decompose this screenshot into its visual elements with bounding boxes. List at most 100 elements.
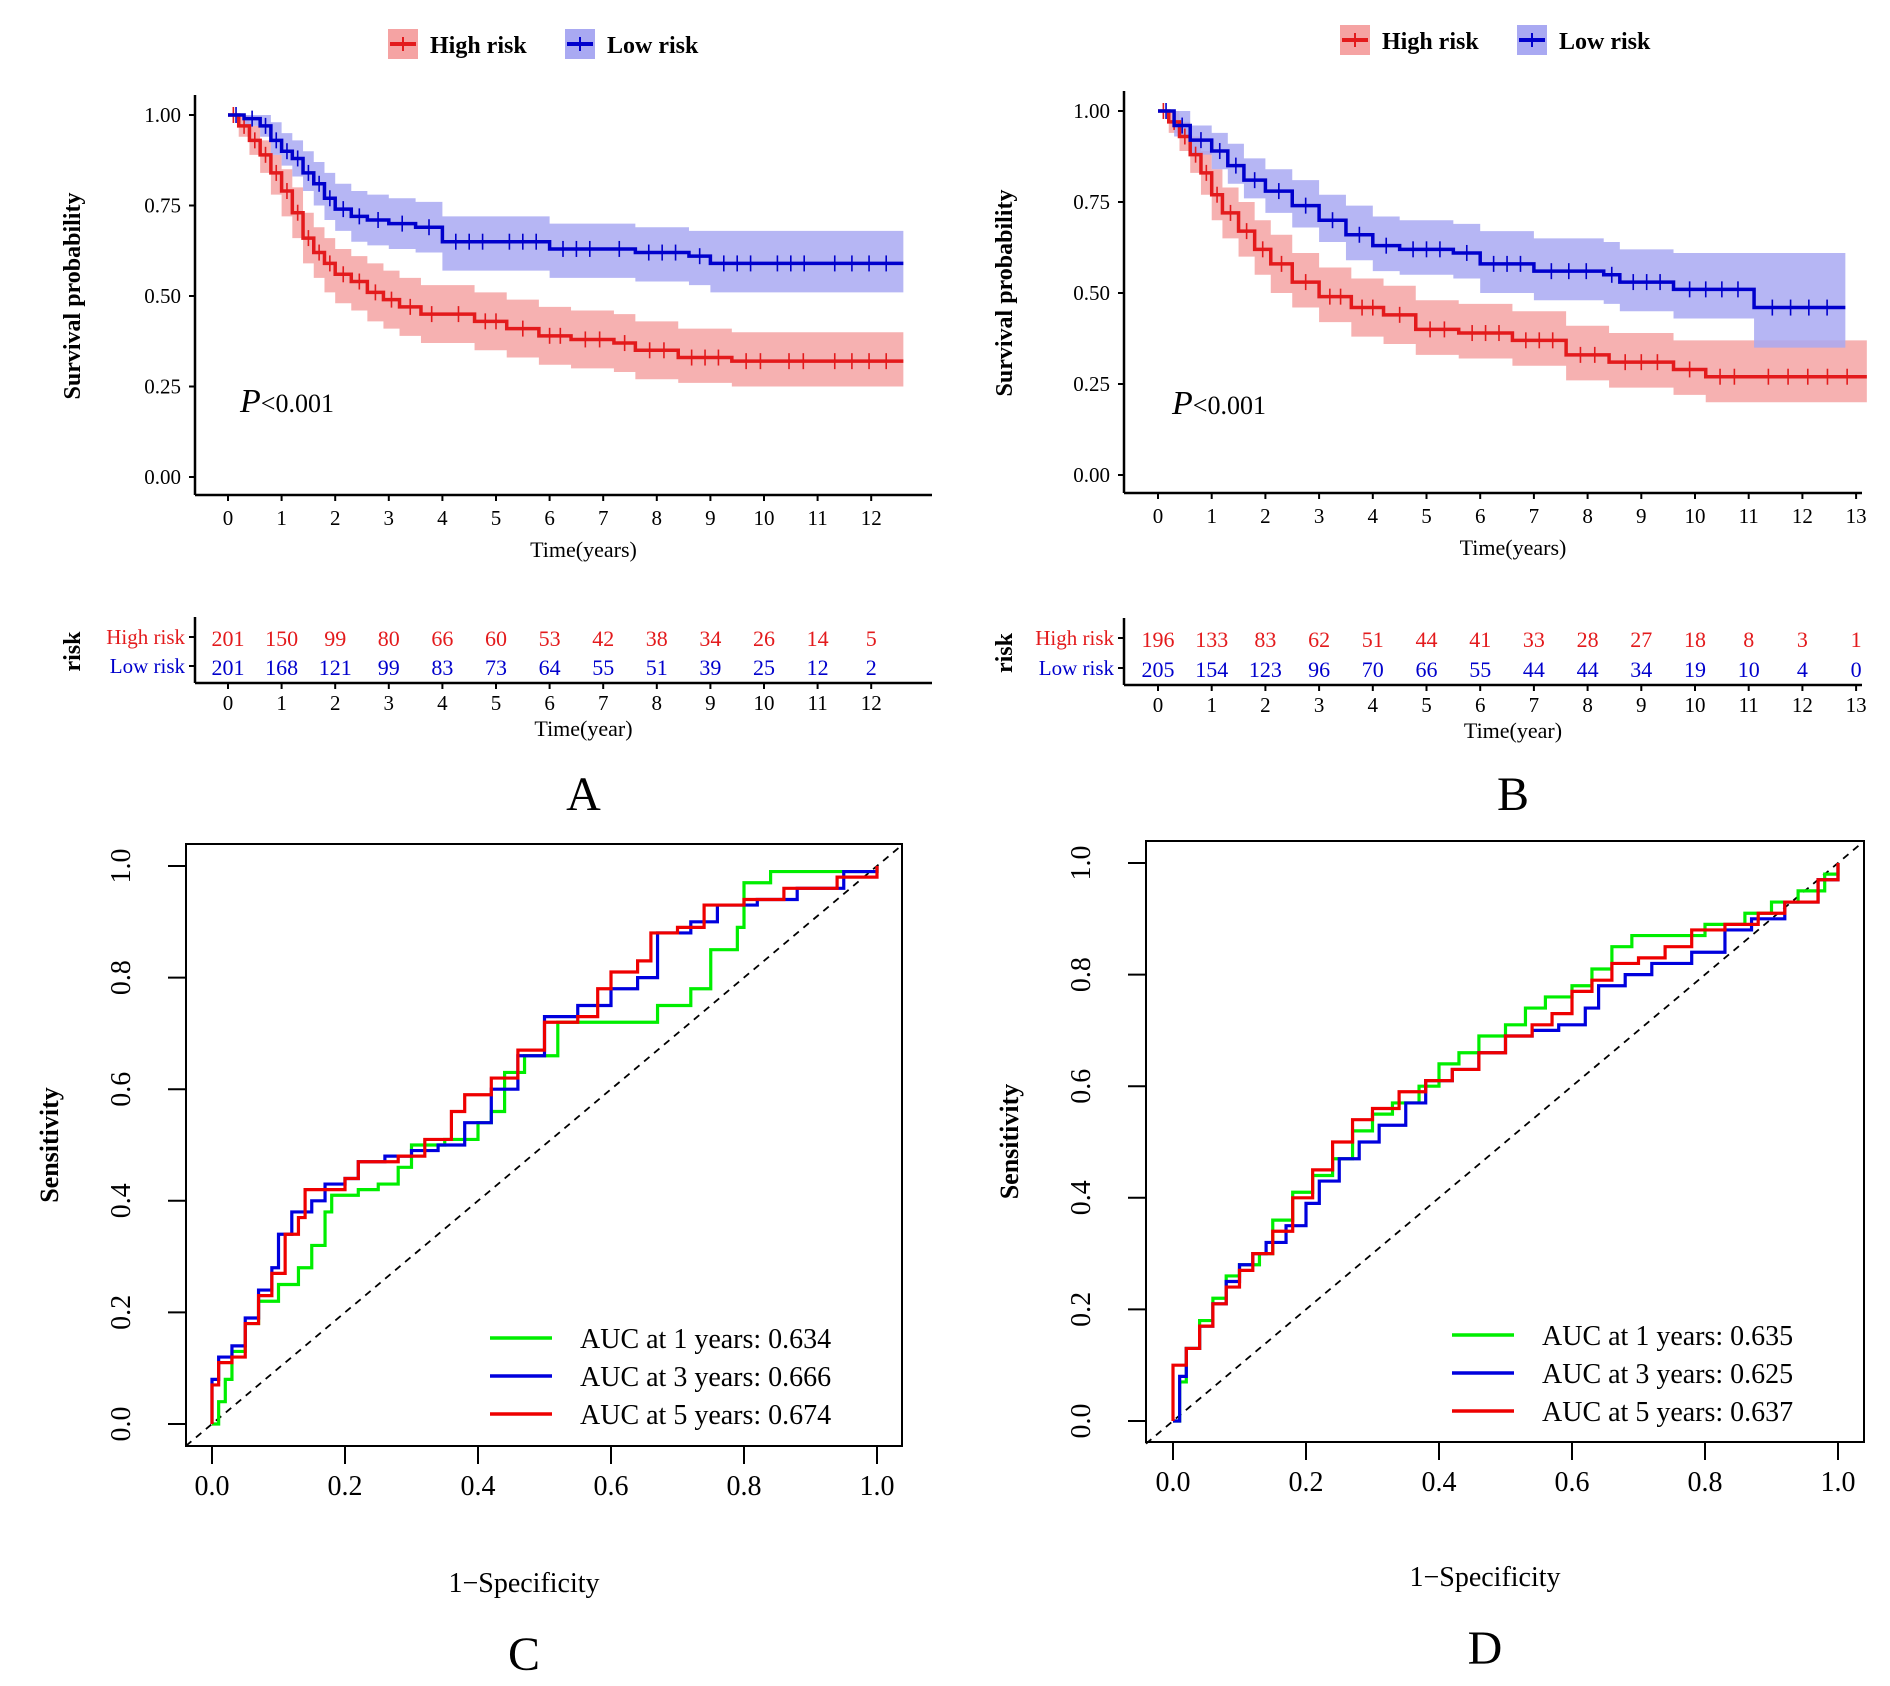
risk-count: 26 [753,626,775,651]
risk-x-tick-label: 7 [598,691,609,715]
legend-label: Low risk [607,33,699,59]
y-tick-label: 0.75 [144,194,181,218]
risk-x-tick-label: 4 [437,691,448,715]
reference-diagonal [185,844,903,1447]
legend-item: AUC at 3 years: 0.625 [1452,1359,1793,1390]
x-tick-label: 1.0 [1821,1467,1856,1498]
p-value: <0.001 [1193,391,1266,420]
x-tick-label: 3 [384,506,395,530]
risk-table: risk High risk 196 133 83 62 51 44 41 33 28 27 18 8 3 1… [992,618,1867,743]
risk-count: 73 [485,655,507,680]
p-value-annotation: P<0.001 [239,383,334,420]
legend-label: Low risk [1559,29,1651,55]
risk-x-tick-label: 4 [1368,693,1379,717]
risk-count: 1 [1851,627,1862,652]
y-tick-label: 0.25 [1073,372,1110,396]
risk-x-tick-label: 9 [705,691,716,715]
x-axis-label: Time(years) [530,537,637,562]
risk-count: 154 [1195,657,1228,682]
risk-count: 99 [378,655,400,680]
legend-item: AUC at 1 years: 0.635 [1452,1321,1793,1352]
risk-x-tick-label: 3 [1314,693,1325,717]
legend-label: AUC at 3 years: 0.666 [580,1362,831,1393]
risk-count: 34 [699,626,721,651]
x-tick-label: 2 [330,506,341,530]
risk-count: 39 [699,655,721,680]
risk-count: 123 [1249,657,1282,682]
y-tick-label: 0.50 [144,284,181,308]
risk-x-tick-label: 12 [1792,693,1813,717]
x-tick-label: 7 [1529,504,1540,528]
x-tick-label: 4 [437,506,448,530]
risk-count: 10 [1738,657,1760,682]
risk-x-tick-label: 5 [491,691,502,715]
risk-row-label: Low risk [1039,656,1115,680]
y-tick-label: 0.0 [1066,1404,1097,1439]
risk-count: 201 [212,655,245,680]
x-tick-label: 8 [1582,504,1593,528]
x-tick-label: 0.4 [461,1471,496,1502]
y-tick-label: 0.8 [1066,957,1097,992]
legend: AUC at 1 years: 0.634 AUC at 3 years: 0.6… [490,1324,831,1431]
y-tick-label: 0.4 [106,1183,137,1218]
risk-count: 121 [319,655,352,680]
x-tick-label: 0.4 [1422,1467,1457,1498]
risk-row-label: High risk [106,625,185,649]
risk-count: 70 [1362,657,1384,682]
y-tick-label: 0.8 [106,960,137,995]
confidence-band-high-risk [1158,111,1867,403]
roc-panel-d: 0.0 0.2 0.4 0.6 0.8 1.0 0.0 0.2 0.4 0.6 0.8 1.0 1−Sp… [995,840,1865,1675]
risk-count: 44 [1523,657,1545,682]
y-axis-label: Survival probability [60,193,86,400]
y-tick-label: 0.00 [1073,463,1110,487]
p-symbol: P [239,383,261,420]
risk-x-tick-label: 11 [1739,693,1759,717]
y-axis-label: Sensitivity [995,1084,1024,1200]
risk-count: 83 [431,655,453,680]
roc-curve-5-years [1171,863,1840,1421]
x-tick-label: 1 [1206,504,1217,528]
y-tick-label: 1.0 [1066,846,1097,881]
risk-table-x-label: Time(year) [534,716,632,741]
legend-item: AUC at 1 years: 0.634 [490,1324,831,1355]
risk-table-x-label: Time(year) [1464,718,1562,743]
legend-label: High risk [1382,29,1479,55]
risk-count: 150 [265,626,298,651]
x-tick-label: 0.2 [328,1471,363,1502]
risk-x-tick-label: 0 [223,691,234,715]
risk-count: 83 [1254,627,1276,652]
legend-label: AUC at 5 years: 0.674 [580,1400,831,1431]
x-tick-label: 5 [491,506,502,530]
risk-count: 2 [866,655,877,680]
x-tick-label: 5 [1421,504,1432,528]
risk-x-tick-label: 7 [1529,693,1540,717]
legend: High risk Low risk [1340,25,1651,55]
roc-panel-c: 0.0 0.2 0.4 0.6 0.8 1.0 0.0 0.2 0.4 0.6 0.8 1.0 1−Sp… [35,843,903,1681]
legend: AUC at 1 years: 0.635 AUC at 3 years: 0.6… [1452,1321,1793,1428]
risk-x-tick-label: 1 [276,691,287,715]
risk-x-tick-label: 0 [1153,693,1164,717]
x-tick-label: 12 [861,506,882,530]
y-tick-label: 0.6 [1066,1069,1097,1104]
x-tick-label: 0.0 [195,1471,230,1502]
confidence-band-high-risk [228,115,904,387]
risk-table: risk High risk 201 150 99 80 66 60 53 42 38 34 26 14 5… [60,617,932,741]
legend-label: AUC at 1 years: 0.635 [1542,1321,1793,1352]
x-tick-label: 0.6 [594,1471,629,1502]
plot-frame [185,843,903,1447]
risk-count: 53 [539,626,561,651]
y-tick-label: 0.2 [106,1295,137,1330]
risk-row-label: High risk [1035,626,1114,650]
x-axis-label: Time(years) [1460,535,1567,560]
legend-item: AUC at 3 years: 0.666 [490,1362,831,1393]
x-axis-label: 1−Specificity [1409,1562,1560,1593]
survival-curve-high-risk [1158,109,1867,379]
y-tick-label: 0.50 [1073,281,1110,305]
risk-x-tick-label: 10 [1685,693,1706,717]
x-tick-label: 11 [1739,504,1759,528]
risk-count: 4 [1797,657,1808,682]
risk-count: 196 [1142,627,1175,652]
